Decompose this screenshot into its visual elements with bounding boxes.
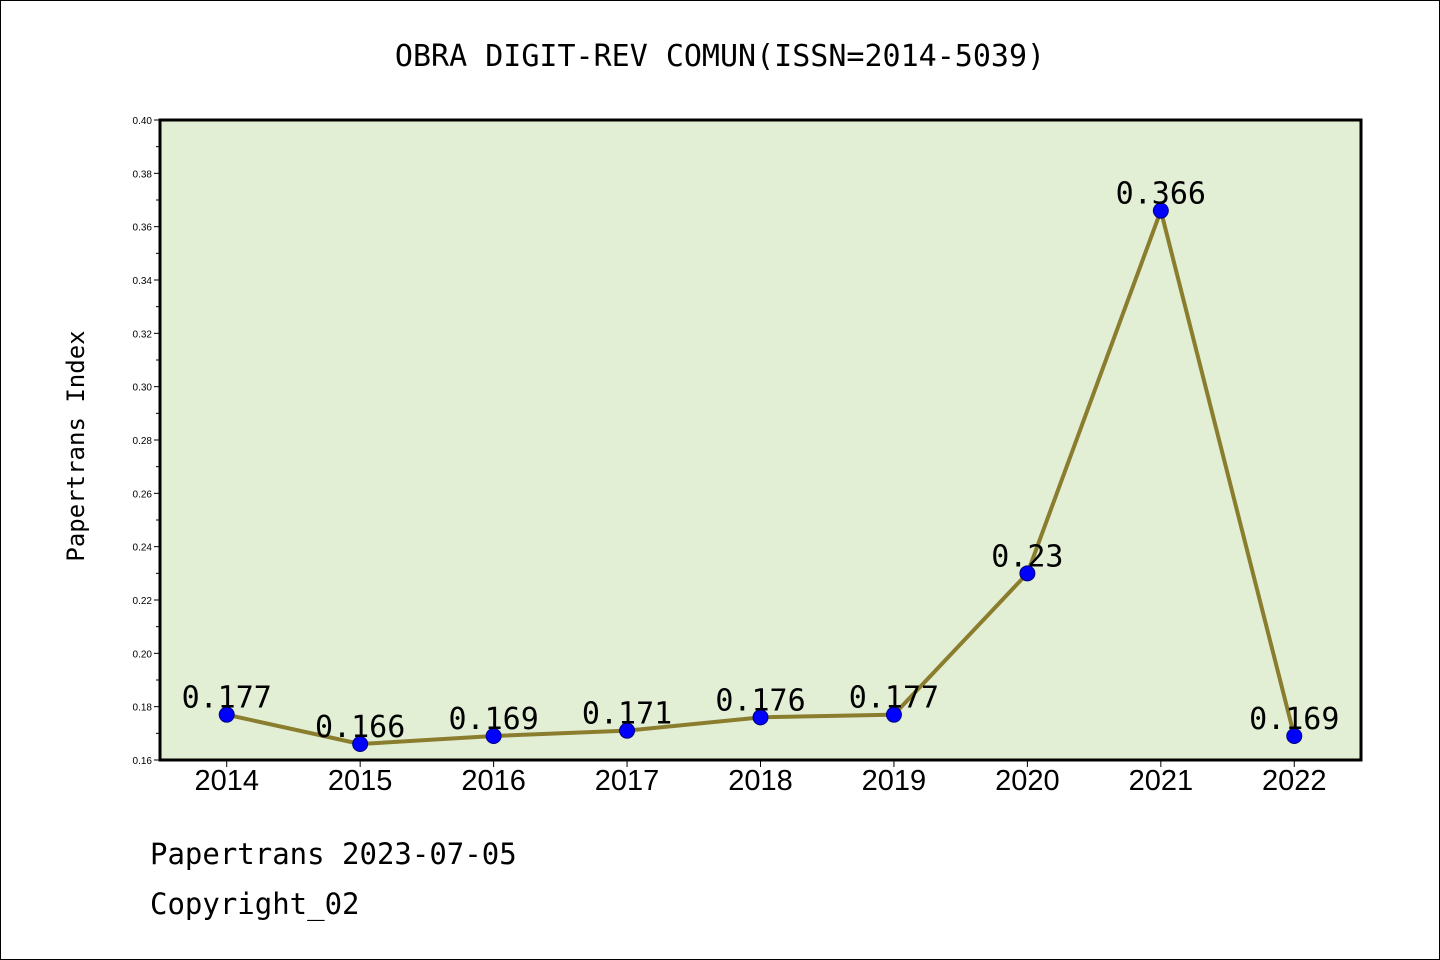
x-tick-label: 2018 [728, 765, 793, 797]
data-point-marker [352, 736, 369, 752]
y-tick-label: 0.26 [133, 489, 153, 500]
y-tick-label: 0.40 [133, 116, 153, 127]
data-label: 0.169 [448, 702, 538, 737]
y-axis: 0.16 0.18 0.20 0.22 0.24 0.26 0.28 0.30 0.32 0.34… [133, 116, 160, 767]
x-tick-label: 2020 [995, 765, 1060, 797]
data-point-marker [218, 706, 235, 723]
x-axis: 2014 2015 2016 2017 2018 2019 2020 2021 2022 [194, 760, 1327, 797]
data-markers [218, 202, 1303, 752]
y-tick-label: 0.24 [133, 543, 153, 554]
data-label: 0.176 [715, 683, 805, 718]
y-tick-label: 0.16 [133, 756, 153, 767]
data-label: 0.177 [849, 681, 939, 716]
data-point-marker [1152, 202, 1169, 219]
data-label: 0.177 [182, 681, 272, 716]
data-point-marker [485, 728, 502, 744]
data-label: 0.169 [1249, 702, 1339, 737]
y-tick-label: 0.36 [133, 223, 153, 234]
x-tick-label: 2015 [328, 765, 393, 797]
x-tick-label: 2016 [461, 765, 526, 797]
x-tick-label: 2014 [194, 765, 259, 797]
data-label: 0.366 [1116, 177, 1206, 212]
data-point-marker [1286, 728, 1303, 744]
chart-title: OBRA DIGIT-REV COMUN(ISSN=2014-5039) [395, 39, 1045, 74]
data-point-marker [1019, 565, 1036, 582]
plot-area [160, 120, 1361, 760]
data-point-marker [619, 722, 636, 739]
y-tick-label: 0.30 [133, 383, 153, 394]
y-tick-label: 0.34 [133, 276, 153, 287]
y-tick-label: 0.38 [133, 169, 153, 180]
data-label: 0.171 [582, 697, 672, 732]
plot-border [158, 118, 1363, 762]
data-label: 0.166 [315, 710, 405, 745]
footer-copyright: Copyright_02 [150, 887, 360, 922]
x-tick-label: 2019 [862, 765, 927, 797]
x-tick-label: 2021 [1129, 765, 1194, 797]
data-point-marker [885, 706, 902, 723]
y-tick-label: 0.28 [133, 436, 153, 447]
y-tick-label: 0.18 [133, 703, 153, 714]
y-tick-label: 0.20 [133, 649, 153, 660]
x-tick-label: 2022 [1262, 765, 1327, 797]
y-axis-label: Papertrans Index [62, 330, 90, 561]
y-tick-label: 0.22 [133, 596, 153, 607]
data-label: 0.23 [991, 539, 1063, 574]
data-point-marker [752, 709, 769, 726]
data-labels: 0.177 0.166 0.169 0.171 0.176 0.177 0.23 0.366 0… [182, 177, 1340, 745]
y-tick-label: 0.32 [133, 329, 153, 340]
footer-date: Papertrans 2023-07-05 [150, 837, 517, 871]
x-tick-label: 2017 [595, 765, 660, 797]
